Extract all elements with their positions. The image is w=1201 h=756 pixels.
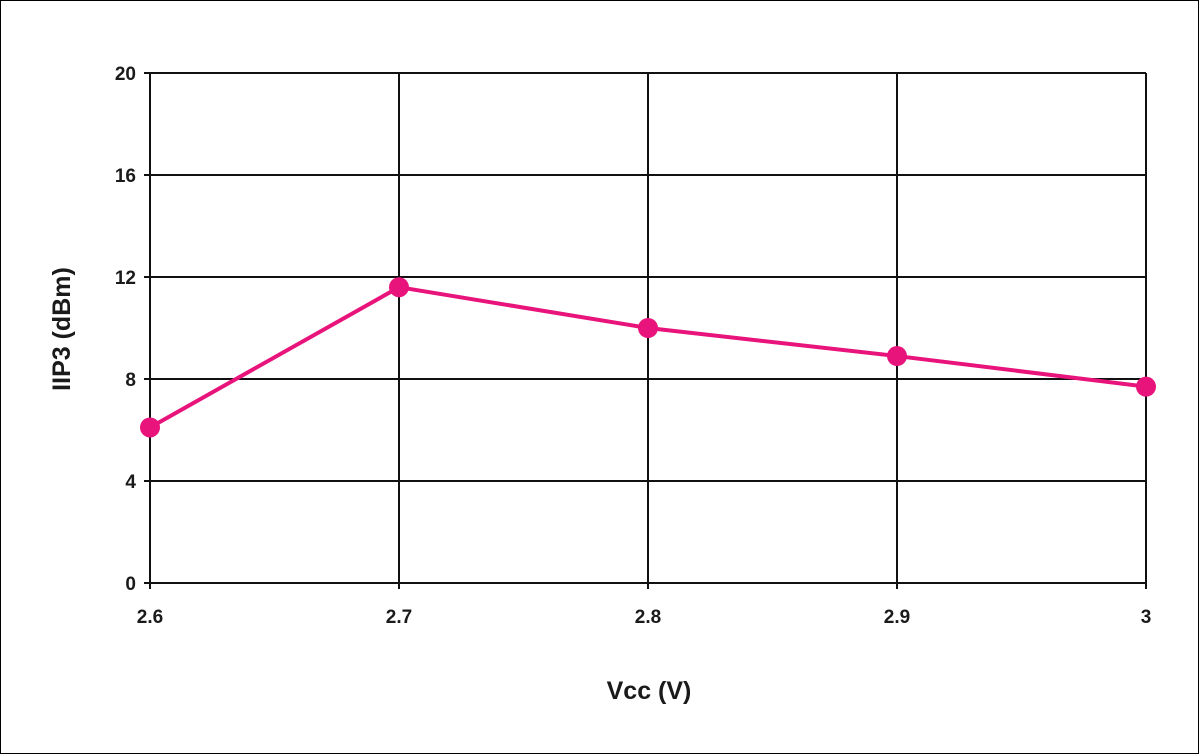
series-layer [140,277,1156,438]
data-point [887,346,907,367]
x-tick-label: 2.6 [137,607,163,628]
x-tick-labels: 2.6 2.7 2.8 2.9 3 [137,607,1152,628]
y-tick-labels: 0 4 8 12 16 20 [115,64,137,595]
grid [144,72,1147,589]
y-tick-label: 4 [125,472,136,493]
axes [149,73,1146,584]
data-point [140,417,160,438]
x-tick-label: 3 [1141,607,1152,628]
y-tick-label: 0 [125,574,136,595]
data-point [1136,376,1156,397]
y-tick-label: 16 [115,166,136,187]
y-tick-label: 8 [125,370,136,391]
x-tick-label: 2.8 [635,607,661,628]
y-tick-label: 12 [115,268,136,289]
data-point [389,277,409,298]
x-tick-label: 2.9 [884,607,910,628]
y-tick-label: 20 [115,64,136,85]
x-tick-label: 2.7 [386,607,412,628]
x-axis-label: Vcc (V) [607,677,692,705]
data-point [638,318,658,338]
y-axis-label: IIP3 (dBm) [48,267,76,391]
